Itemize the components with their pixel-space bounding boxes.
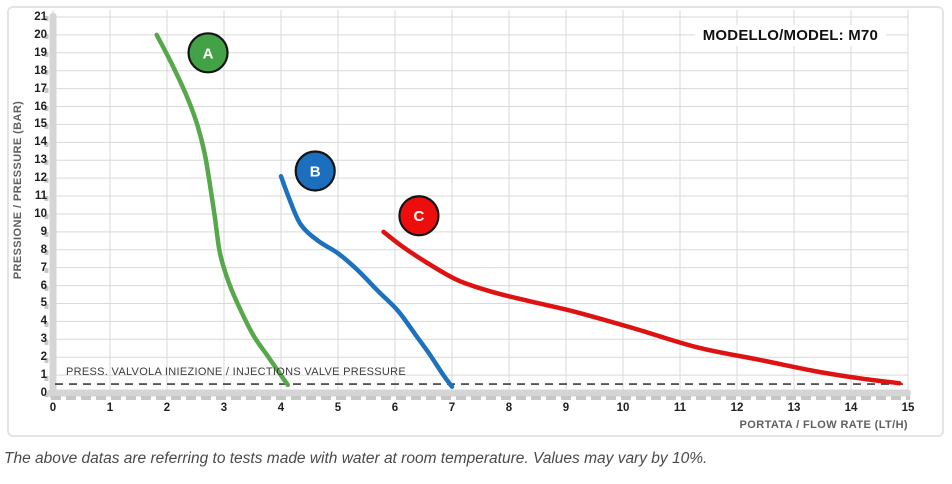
series-badge-label-c: C — [414, 208, 425, 225]
x-tick-label: 13 — [787, 402, 801, 414]
curve-c — [381, 229, 902, 386]
y-tick-label: 8 — [40, 243, 47, 256]
y-tick-label: 18 — [34, 64, 47, 77]
x-tick-label: 6 — [391, 402, 399, 414]
x-tick-label: 7 — [448, 402, 456, 414]
y-tick-label: 6 — [40, 279, 47, 292]
x-axis-title: PORTATA / FLOW RATE (LT/H) — [739, 419, 908, 431]
series-badge-a — [187, 32, 229, 74]
y-tick-label: 14 — [34, 136, 47, 149]
y-tick-label: 4 — [40, 315, 47, 328]
x-tick-label: 9 — [562, 402, 570, 414]
y-axis-band — [49, 13, 57, 399]
x-tick-label: 4 — [277, 402, 285, 414]
x-tick-label: 11 — [673, 402, 687, 414]
y-axis-title: PRESSIONE / PRESSURE (BAR) — [12, 100, 24, 280]
y-tick-label: 15 — [34, 118, 47, 131]
y-tick-label: 11 — [34, 190, 47, 203]
y-tick-label: 20 — [34, 28, 47, 41]
y-tick-label: 21 — [34, 10, 47, 23]
chart-caption: The above datas are referring to tests m… — [4, 450, 708, 467]
series-badge-label-b: B — [310, 163, 321, 180]
x-tick-label: 3 — [220, 402, 228, 414]
y-tick-label: 10 — [34, 207, 47, 220]
x-tick-label: 5 — [334, 402, 342, 414]
series-badge-b — [294, 150, 336, 192]
y-tick-label: 9 — [40, 225, 47, 238]
curve-a — [154, 32, 291, 388]
x-tick-label: 2 — [163, 402, 171, 414]
x-tick-label: 0 — [49, 402, 57, 414]
y-tick-label: 12 — [34, 172, 47, 185]
y-tick-label: 1 — [40, 369, 47, 382]
x-tick-label: 14 — [844, 402, 858, 414]
x-tick-label: 12 — [730, 402, 744, 414]
y-tick-label: 5 — [40, 297, 47, 310]
x-tick-label: 15 — [901, 402, 915, 414]
y-tick-label: 13 — [34, 154, 47, 167]
y-tick-label: 2 — [40, 351, 47, 364]
injection-valve-pressure-label: PRESS. VALVOLA INIEZIONE / INJECTIONS VA… — [66, 366, 406, 378]
series-badge-label-a: A — [203, 45, 214, 62]
curve-b — [278, 174, 455, 389]
model-label: MODELLO/MODEL: M70 — [694, 25, 886, 46]
series-badge-c — [398, 195, 440, 237]
x-axis-band — [47, 389, 911, 397]
x-tick-label: 1 — [106, 402, 114, 414]
x-tick-label: 10 — [616, 402, 630, 414]
y-tick-label: 19 — [34, 46, 47, 59]
y-tick-label: 7 — [40, 261, 47, 274]
x-tick-label: 8 — [505, 402, 513, 414]
y-tick-label: 17 — [34, 82, 47, 95]
y-tick-label: 3 — [40, 333, 47, 346]
y-tick-label: 16 — [34, 100, 47, 113]
y-tick-label: 0 — [40, 387, 47, 399]
